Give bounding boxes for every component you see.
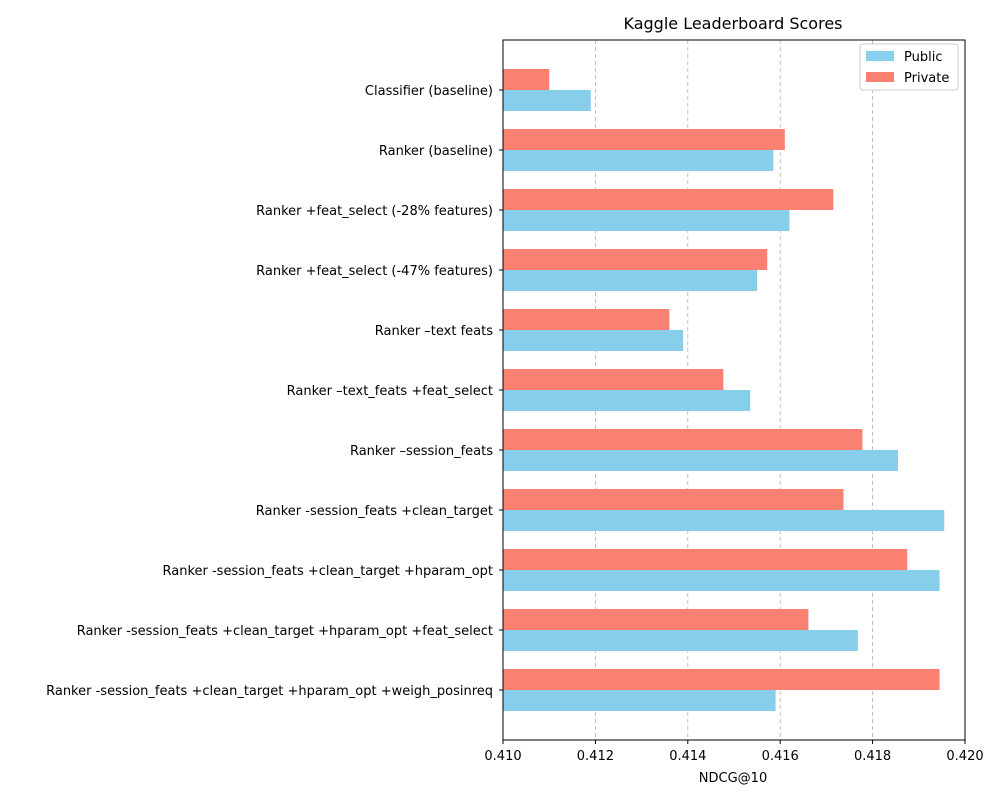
y-tick-label: Classifier (baseline) <box>365 84 493 99</box>
bar-private <box>503 429 863 450</box>
y-tick-label: Ranker -session_feats +clean_target +hpa… <box>163 564 494 579</box>
bar-private <box>503 669 940 690</box>
y-tick-label: Ranker –session_feats <box>350 444 493 459</box>
x-tick-label: 0.410 <box>484 749 521 764</box>
bar-public <box>503 690 776 711</box>
y-tick-label: Ranker –text_feats +feat_select <box>287 384 493 399</box>
y-tick-label: Ranker -session_feats +clean_target +hpa… <box>46 684 493 699</box>
x-tick-label: 0.416 <box>762 749 799 764</box>
x-axis-label: NDCG@10 <box>699 771 767 786</box>
legend: Public Private <box>859 43 959 91</box>
chart-title: Kaggle Leaderboard Scores <box>624 14 843 33</box>
bar-private <box>503 189 834 210</box>
y-tick-label: Ranker (baseline) <box>379 144 493 159</box>
x-axis: 0.410 0.412 0.414 0.416 0.418 0.420 <box>484 740 984 764</box>
y-axis: Classifier (baseline) Ranker (baseline) Ra… <box>46 84 503 699</box>
bar-public <box>503 450 899 471</box>
bar-private <box>503 369 724 390</box>
bar-public <box>503 330 684 351</box>
bar-public <box>503 570 940 591</box>
bar-private <box>503 489 844 510</box>
bars <box>503 69 945 711</box>
bar-public <box>503 90 591 111</box>
bar-private <box>503 129 785 150</box>
bar-private <box>503 249 768 270</box>
bar-public <box>503 210 790 231</box>
bar-public <box>503 270 758 291</box>
y-tick-label: Ranker -session_feats +clean_target <box>256 504 493 519</box>
y-tick-label: Ranker +feat_select (-47% features) <box>256 264 493 279</box>
x-tick-label: 0.418 <box>854 749 891 764</box>
bar-public <box>503 150 774 171</box>
y-tick-label: Ranker +feat_select (-28% features) <box>256 204 493 219</box>
x-tick-label: 0.412 <box>577 749 614 764</box>
bar-public <box>503 630 858 651</box>
x-tick-label: 0.414 <box>669 749 706 764</box>
bar-public <box>503 510 945 531</box>
bar-private <box>503 609 809 630</box>
bar-private <box>503 549 908 570</box>
legend-label: Private <box>904 71 949 86</box>
legend-swatch <box>866 72 894 82</box>
x-tick-label: 0.420 <box>946 749 983 764</box>
legend-label: Public <box>904 50 942 65</box>
bar-public <box>503 390 751 411</box>
y-tick-label: Ranker –text feats <box>375 324 493 339</box>
y-tick-label: Ranker -session_feats +clean_target +hpa… <box>77 624 493 639</box>
bar-private <box>503 309 670 330</box>
bar-private <box>503 69 550 90</box>
legend-swatch <box>866 51 894 61</box>
